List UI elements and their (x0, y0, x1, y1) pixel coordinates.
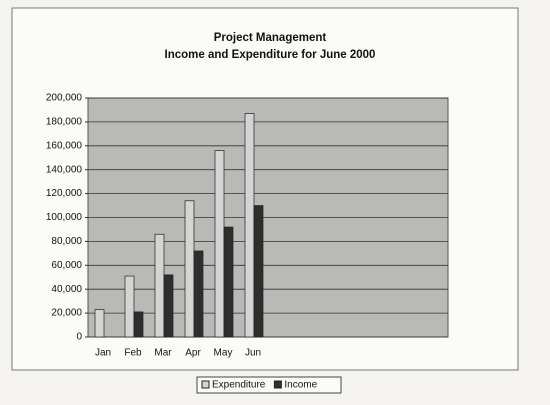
y-tick-label: 100,000 (46, 212, 83, 223)
bar (124, 275, 135, 338)
y-tick-label: 140,000 (46, 164, 83, 175)
y-tick-label: 80,000 (51, 236, 82, 247)
y-tick-label: 40,000 (51, 284, 82, 295)
bar (94, 309, 105, 338)
y-tick-label: 0 (76, 332, 82, 343)
y-tick-label: 60,000 (51, 260, 82, 271)
x-tick-label: Mar (154, 348, 172, 359)
bar (163, 274, 174, 338)
legend-label: Expenditure (212, 380, 266, 391)
y-tick-label: 200,000 (46, 93, 83, 104)
bar (223, 226, 234, 338)
bar (244, 113, 255, 338)
chart-subtitle: Income and Expenditure for June 2000 (165, 49, 376, 61)
x-tick-label: Apr (185, 348, 201, 359)
bar (253, 205, 264, 338)
bar (214, 150, 225, 338)
bar (154, 233, 165, 338)
x-tick-label: Jan (95, 348, 111, 359)
y-tick-label: 180,000 (46, 117, 83, 128)
legend-swatch (201, 380, 210, 389)
bar (184, 200, 195, 338)
x-tick-label: Feb (124, 348, 142, 359)
y-tick-label: 160,000 (46, 140, 83, 151)
chart-title: Project Management (214, 32, 327, 44)
legend-swatch (273, 380, 282, 389)
legend-label: Income (284, 380, 317, 391)
bar (193, 250, 204, 338)
x-tick-label: May (214, 348, 233, 359)
legend-frame (196, 376, 342, 394)
bar (133, 311, 144, 338)
y-tick-label: 20,000 (51, 308, 82, 319)
y-tick-label: 120,000 (46, 188, 83, 199)
x-tick-label: Jun (245, 348, 261, 359)
